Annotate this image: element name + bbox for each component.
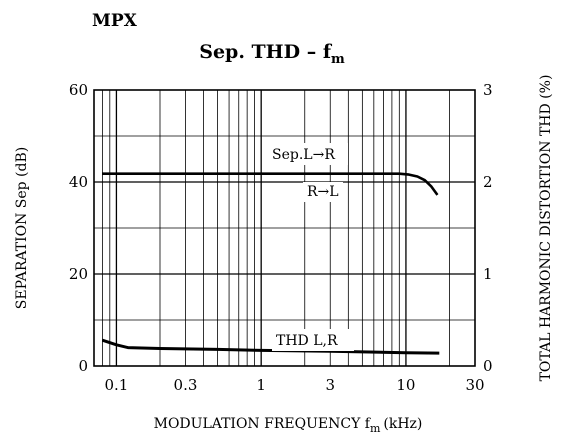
y-right-tick-label: 0 xyxy=(483,357,493,375)
y-right-tick-label: 2 xyxy=(483,173,493,191)
series-line-1 xyxy=(102,174,437,195)
series-lines xyxy=(102,174,439,353)
plot-area xyxy=(94,90,475,366)
y-right-tick-label: 3 xyxy=(483,81,493,99)
series-label-2: R→L xyxy=(307,184,339,200)
y-left-tick-label: 60 xyxy=(69,81,88,99)
y-left-tick-label: 20 xyxy=(69,265,88,283)
series-line-3 xyxy=(102,340,439,353)
grid xyxy=(94,90,475,366)
y-right-tick-label: 1 xyxy=(483,265,493,283)
x-tick-label: 0.3 xyxy=(174,376,198,394)
y-left-tick-label: 40 xyxy=(69,173,88,191)
x-tick-label: 1 xyxy=(256,376,266,394)
y-axis-right-label: TOTAL HARMONIC DISTORTION THD (%) xyxy=(538,75,554,382)
y-left-tick-labels: 0 20 40 60 xyxy=(69,81,88,375)
series-label-1: Sep.L→R xyxy=(272,147,335,163)
x-tick-labels: 0.1 0.3 1 3 10 30 xyxy=(104,376,484,394)
chart-title: Sep. THD – fm xyxy=(199,41,345,67)
y-right-tick-labels: 0 1 2 3 xyxy=(483,81,493,375)
chart-header: MPX xyxy=(92,11,138,31)
y-left-tick-label: 0 xyxy=(78,357,88,375)
series-label-3: THD L,R xyxy=(276,333,338,349)
x-tick-label: 10 xyxy=(396,376,415,394)
x-tick-label: 30 xyxy=(465,376,484,394)
series-line-2 xyxy=(102,174,437,195)
y-axis-left-label: SEPARATION Sep (dB) xyxy=(14,147,30,309)
x-axis-label: MODULATION FREQUENCY fm (kHz) xyxy=(154,416,423,435)
x-tick-label: 0.1 xyxy=(104,376,128,394)
x-tick-label: 3 xyxy=(325,376,335,394)
